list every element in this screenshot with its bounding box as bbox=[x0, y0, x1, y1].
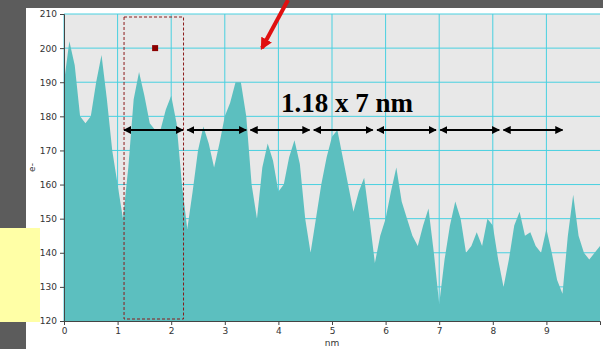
selection-box bbox=[124, 17, 183, 319]
profile-area bbox=[64, 41, 600, 321]
y-axis: 120 130 140 150 160 170 180 190 200 210 bbox=[40, 9, 65, 326]
tick-label: 0 bbox=[62, 326, 68, 336]
x-axis: 0 1 2 3 4 5 6 7 8 9 bbox=[62, 321, 601, 336]
pointer-arrow bbox=[262, 0, 288, 48]
tick: 9 bbox=[544, 321, 550, 336]
tick-label: 130 bbox=[40, 282, 57, 292]
tick-mark bbox=[60, 253, 64, 254]
tick: 150 bbox=[40, 214, 64, 224]
y-axis-title: e- bbox=[27, 163, 37, 172]
tick: 7 bbox=[437, 321, 443, 336]
tick-mark bbox=[60, 321, 64, 322]
period-arrow bbox=[187, 129, 246, 131]
tick: 4 bbox=[276, 321, 282, 336]
tick: 170 bbox=[40, 146, 64, 156]
tick: 210 bbox=[40, 9, 64, 19]
chart-panel bbox=[26, 8, 603, 349]
tick: 130 bbox=[40, 282, 64, 292]
period-arrow bbox=[314, 129, 373, 131]
tick-mark bbox=[439, 321, 440, 325]
tick-label: 180 bbox=[40, 112, 57, 122]
grid-line-y bbox=[64, 82, 600, 83]
period-arrow bbox=[124, 129, 183, 131]
tick-mark bbox=[60, 287, 64, 288]
tick: 6 bbox=[383, 321, 389, 336]
tick: 0 bbox=[62, 321, 68, 336]
tick: 1 bbox=[115, 321, 121, 336]
tick-mark bbox=[493, 321, 494, 325]
tick-label: 5 bbox=[330, 326, 336, 336]
tick-mark bbox=[225, 321, 226, 325]
tick-mark bbox=[60, 116, 64, 117]
tick: 3 bbox=[222, 321, 228, 336]
tick: 8 bbox=[490, 321, 496, 336]
grid-line-y bbox=[64, 48, 600, 49]
tick-label: 190 bbox=[40, 78, 57, 88]
tick-mark bbox=[546, 321, 547, 325]
tick-mark bbox=[60, 185, 64, 186]
plot-background bbox=[64, 14, 600, 321]
tick-label: 1 bbox=[115, 326, 121, 336]
tick-label: 140 bbox=[40, 248, 57, 258]
tick-mark bbox=[60, 48, 64, 49]
cursor-marker bbox=[152, 45, 158, 51]
tick-label: 9 bbox=[544, 326, 550, 336]
tick-mark bbox=[386, 321, 387, 325]
tick: 200 bbox=[40, 43, 64, 53]
plot-marks bbox=[64, 41, 600, 321]
tick-label: 150 bbox=[40, 214, 57, 224]
axis-line bbox=[60, 15, 65, 322]
tick-label: 2 bbox=[169, 326, 175, 336]
tick-mark bbox=[118, 321, 119, 325]
tick: 120 bbox=[40, 316, 64, 326]
chart: 0 1 2 3 4 5 6 7 8 9 120 130 140 150 160 170 180 190 200 210… bbox=[0, 0, 603, 349]
tick-mark bbox=[278, 321, 279, 325]
note-box bbox=[0, 228, 40, 322]
period-arrow bbox=[377, 129, 436, 131]
period-arrow bbox=[504, 129, 563, 131]
axis-line bbox=[65, 322, 601, 326]
tick-label: 8 bbox=[490, 326, 496, 336]
tick-mark bbox=[332, 321, 333, 325]
tick-mark bbox=[60, 14, 64, 15]
period-arrow bbox=[251, 129, 310, 131]
tick-label: 3 bbox=[222, 326, 228, 336]
tick-label: 170 bbox=[40, 146, 57, 156]
tick-label: 4 bbox=[276, 326, 282, 336]
tick: 5 bbox=[330, 321, 336, 336]
tick-label: 160 bbox=[40, 180, 57, 190]
period-arrows bbox=[124, 130, 562, 131]
tick: 2 bbox=[169, 321, 175, 336]
tick-label: 210 bbox=[40, 9, 57, 19]
tick-mark bbox=[171, 321, 172, 325]
tick-mark bbox=[60, 219, 64, 220]
tick: 160 bbox=[40, 180, 64, 190]
grid-line-y bbox=[64, 14, 600, 15]
annotation: 1.18 x 7 nm bbox=[281, 88, 414, 118]
tick: 180 bbox=[40, 112, 64, 122]
grid-line-x bbox=[439, 14, 440, 321]
tick-label: 200 bbox=[40, 43, 57, 53]
tick-mark bbox=[60, 150, 64, 151]
tick: 190 bbox=[40, 78, 64, 88]
tick-label: 6 bbox=[383, 326, 389, 336]
micrograph-background bbox=[0, 0, 603, 349]
tick-mark bbox=[60, 82, 64, 83]
tick: 140 bbox=[40, 248, 64, 258]
period-arrow bbox=[440, 129, 499, 131]
grid bbox=[64, 14, 600, 321]
x-axis-title: nm bbox=[325, 338, 339, 348]
tick-label: 120 bbox=[40, 316, 57, 326]
tick-label: 7 bbox=[437, 326, 443, 336]
